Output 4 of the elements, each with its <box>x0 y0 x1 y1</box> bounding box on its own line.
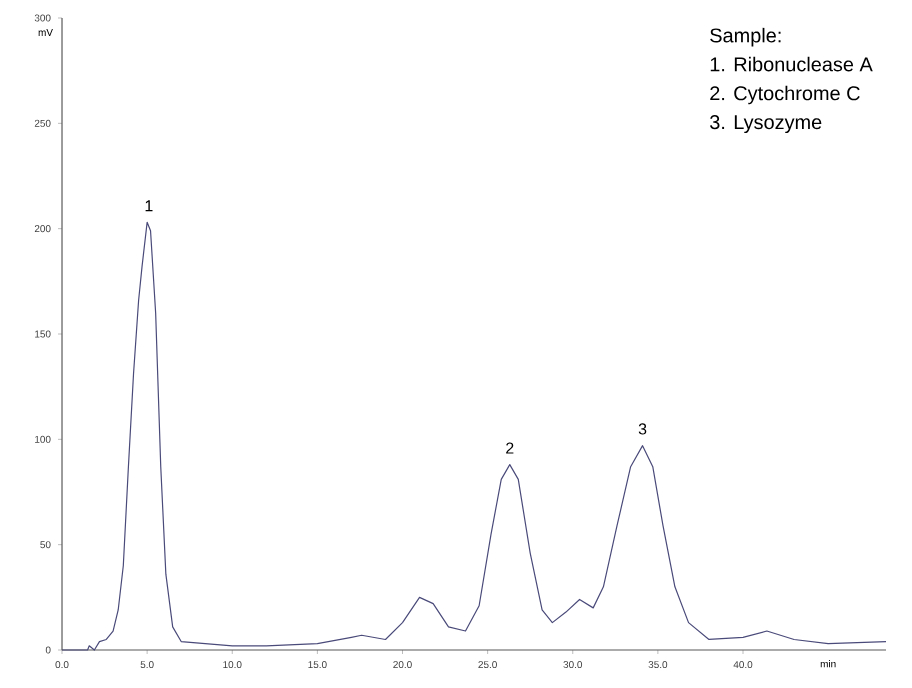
annotation: Sample: <box>710 27 781 47</box>
annotation: 1. Ribonuclease A <box>710 56 873 72</box>
annotation: 2. Cytochrome C <box>710 85 860 105</box>
annotation: 3. Lysozyme <box>710 115 822 134</box>
